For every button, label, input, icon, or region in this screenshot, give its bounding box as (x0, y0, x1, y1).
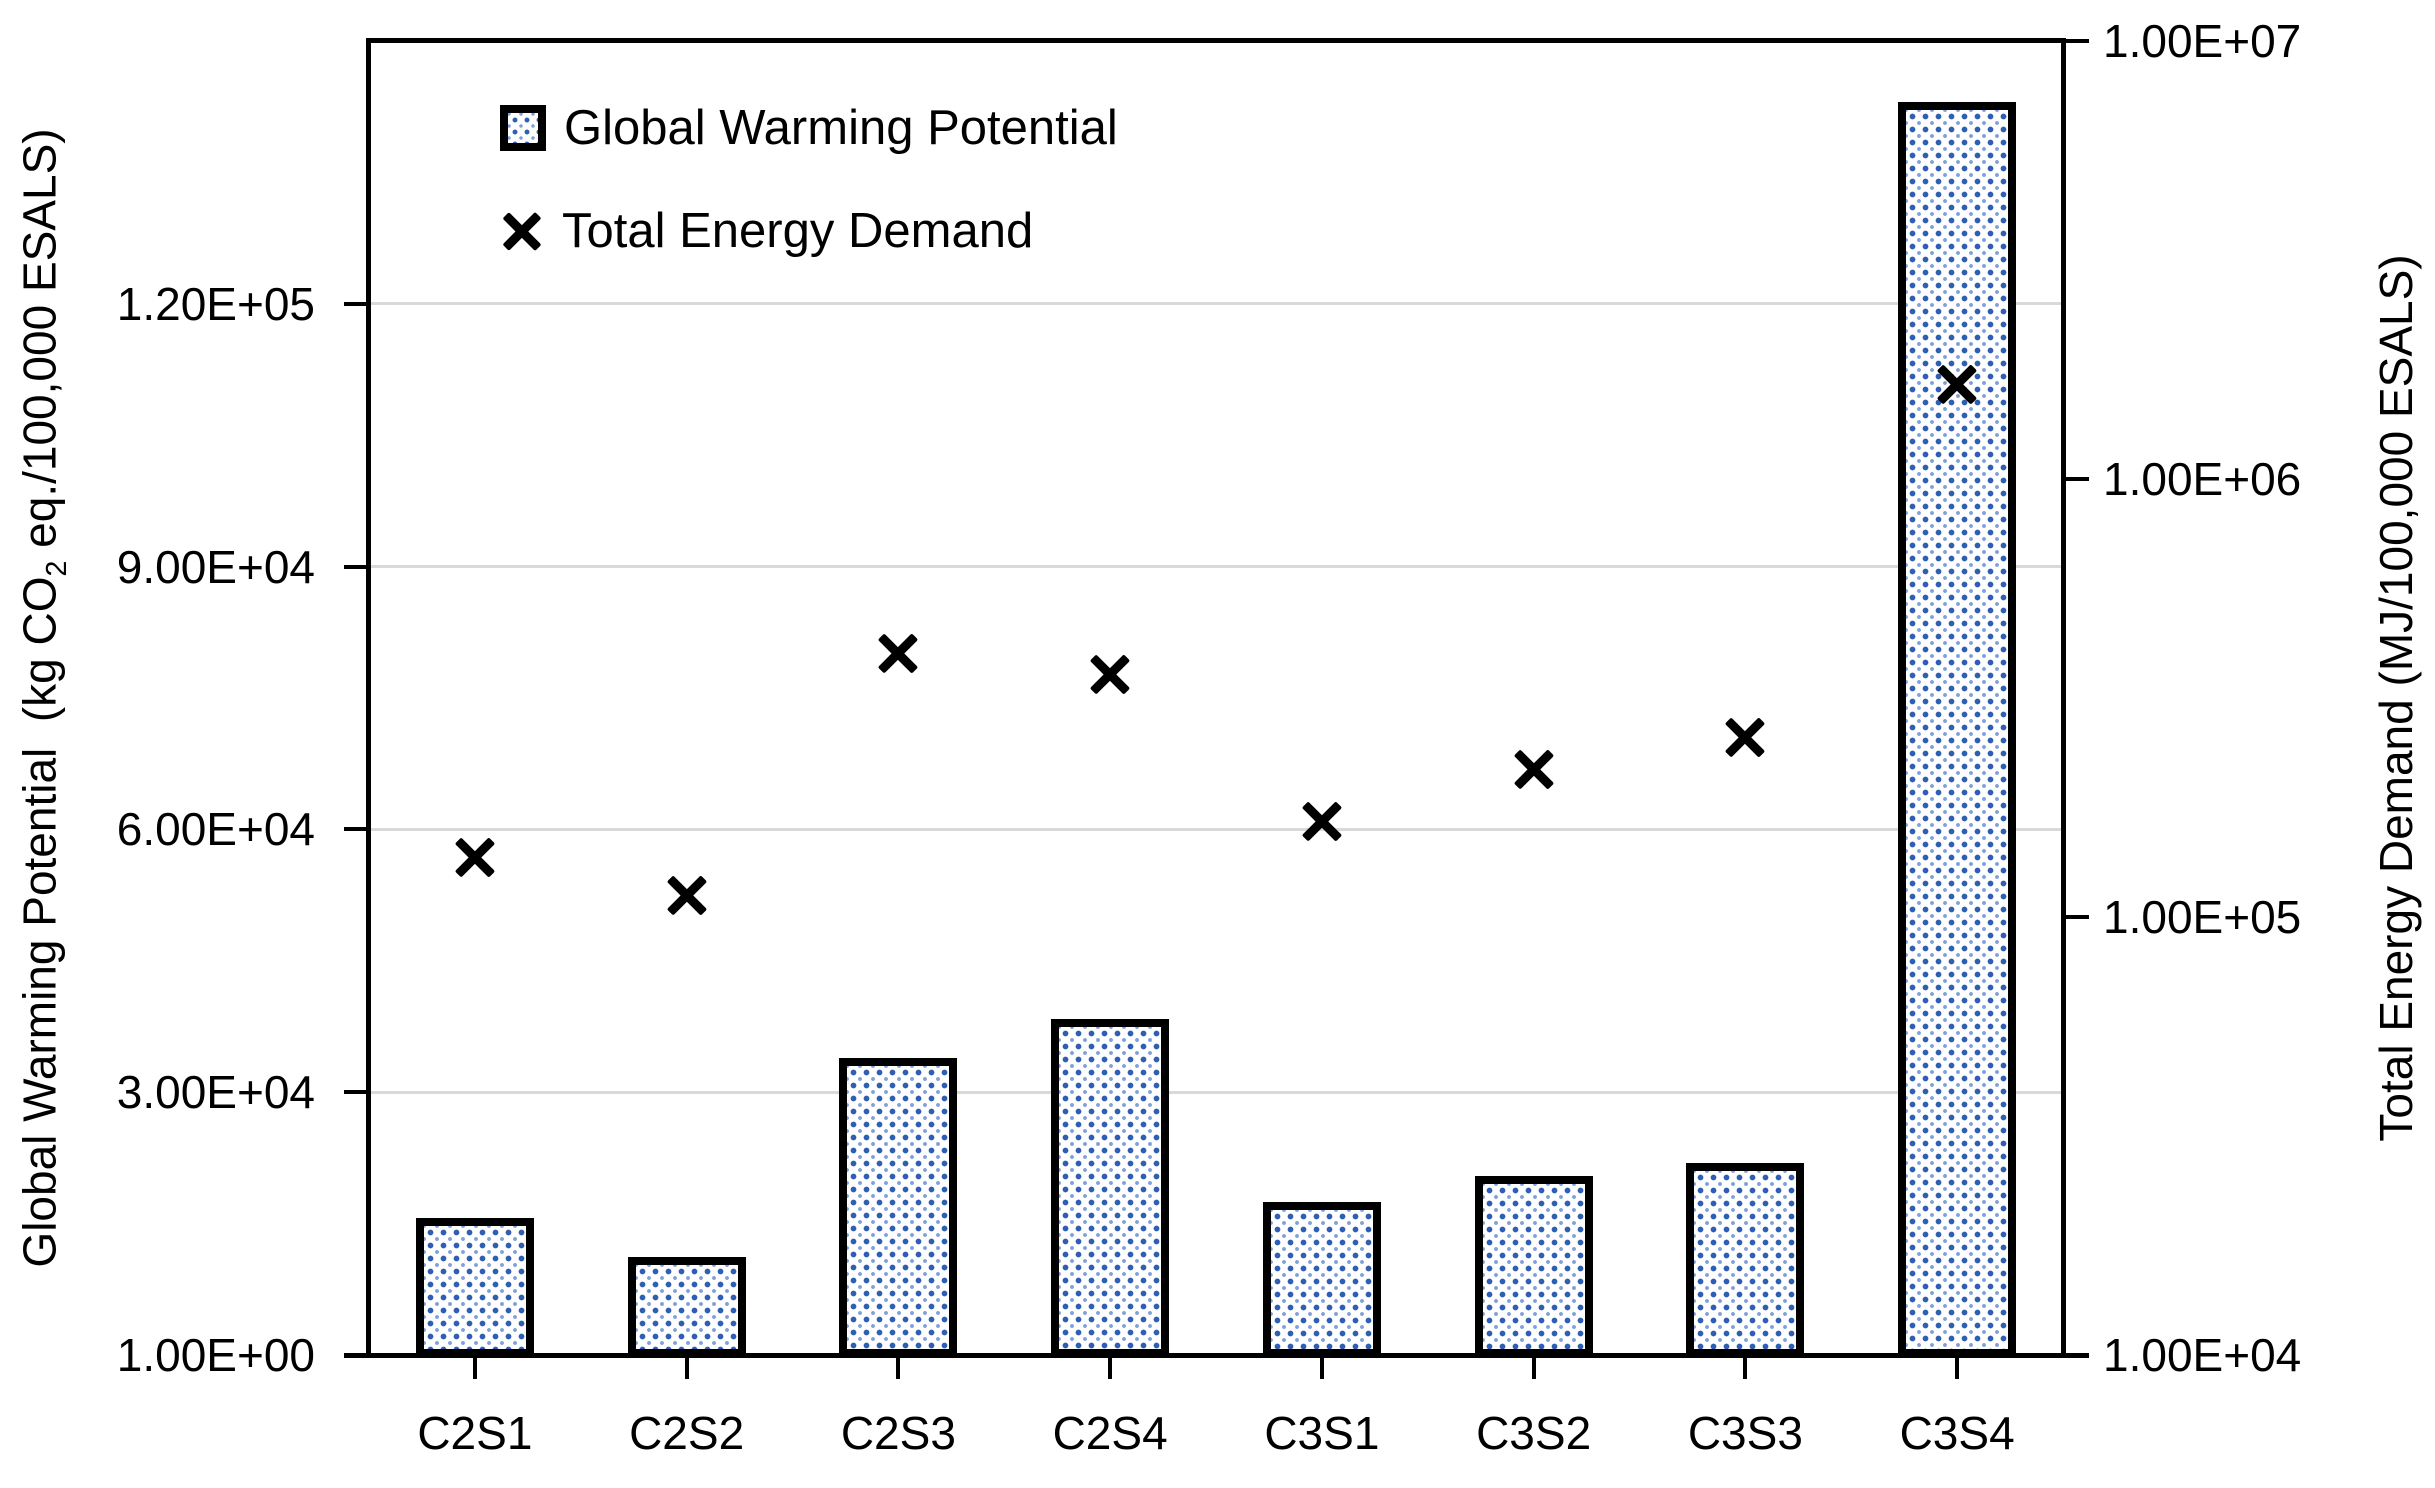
dotted-bar-swatch-icon (500, 105, 546, 151)
x-axis-tick (1319, 1355, 1324, 1379)
x-axis-tick (1955, 1355, 1960, 1379)
h-gridline (369, 302, 2063, 306)
x-marker-icon (500, 209, 544, 253)
right-axis-tick (2063, 39, 2089, 43)
left-axis-title-part2: eq./100,000 ESALS) (13, 128, 66, 561)
left-axis-tick-label: 1.20E+05 (116, 277, 315, 330)
gwp-bar (1051, 1018, 1170, 1357)
ted-x-marker (1934, 362, 1980, 408)
x-axis-category-label: C2S1 (417, 1407, 533, 1459)
h-gridline (369, 827, 2063, 831)
x-axis-category-label: C3S1 (1264, 1407, 1380, 1459)
ted-x-marker (452, 834, 498, 880)
right-axis-title: Total Energy Demand (MJ/100,000 ESALS) (2370, 254, 2422, 1142)
gwp-bar (415, 1218, 534, 1357)
legend-item-gwp: Global Warming Potential (500, 100, 1118, 156)
plot-border-right (2061, 38, 2066, 1358)
gwp-bar (839, 1058, 958, 1357)
x-axis-category-label: C3S3 (1687, 1407, 1803, 1459)
left-axis-tick-label: 1.00E+00 (116, 1328, 315, 1381)
legend-label-ted: Total Energy Demand (562, 203, 1034, 258)
right-axis-tick-label: 1.00E+06 (2103, 453, 2302, 505)
x-axis-category-label: C3S2 (1476, 1407, 1592, 1459)
right-axis-tick-label: 1.00E+04 (2103, 1329, 2302, 1381)
right-axis-tick (2063, 1353, 2089, 1357)
gwp-bar (1898, 102, 2017, 1357)
left-axis-tick (344, 1352, 369, 1357)
x-axis-line (344, 1353, 2089, 1358)
plot-border-top (366, 38, 2066, 43)
left-axis-title: Global Warming Potential (kg CO2 eq./100… (13, 128, 73, 1268)
right-axis-tick (2063, 915, 2089, 919)
ted-x-marker (1511, 747, 1557, 793)
ted-x-marker (875, 630, 921, 676)
legend-item-ted: Total Energy Demand (500, 203, 1118, 259)
x-axis-category-label: C3S4 (1899, 1407, 2015, 1459)
left-axis-tick (344, 827, 369, 832)
gwp-bar (627, 1256, 746, 1357)
right-axis-tick-label: 1.00E+07 (2103, 15, 2302, 67)
x-axis-category-label: C2S4 (1052, 1407, 1168, 1459)
left-axis-tick-label: 6.00E+04 (116, 803, 315, 856)
left-axis-tick (344, 1090, 369, 1095)
left-axis-tick-label: 9.00E+04 (116, 540, 315, 593)
left-axis-title-part1: Global Warming Potential (kg CO (13, 576, 66, 1268)
x-axis-category-label: C2S3 (840, 1407, 956, 1459)
x-axis-category-label: C2S2 (629, 1407, 745, 1459)
gwp-bar (1686, 1163, 1805, 1357)
x-axis-tick (1531, 1355, 1536, 1379)
x-axis-tick (1108, 1355, 1113, 1379)
ted-x-marker (664, 872, 710, 918)
right-axis-tick (2063, 477, 2089, 481)
plot-border-left (366, 38, 371, 1358)
ted-x-marker (1722, 714, 1768, 760)
legend-label-gwp: Global Warming Potential (564, 100, 1118, 155)
h-gridline (369, 565, 2063, 569)
x-axis-tick (896, 1355, 901, 1379)
ted-x-marker (1087, 652, 1133, 698)
x-axis-tick (684, 1355, 689, 1379)
x-axis-tick (472, 1355, 477, 1379)
left-axis-tick-label: 3.00E+04 (116, 1066, 315, 1119)
left-axis-tick (344, 301, 369, 306)
gwp-bar (1262, 1201, 1381, 1357)
ted-x-marker (1299, 799, 1345, 845)
h-gridline (369, 1090, 2063, 1094)
gwp-bar (1474, 1176, 1593, 1357)
left-axis-tick (344, 564, 369, 569)
right-axis-tick-label: 1.00E+05 (2103, 891, 2302, 943)
x-axis-tick (1743, 1355, 1748, 1379)
left-axis-title-subscript: 2 (40, 560, 73, 577)
legend: Global Warming Potential Total Energy De… (500, 100, 1118, 306)
